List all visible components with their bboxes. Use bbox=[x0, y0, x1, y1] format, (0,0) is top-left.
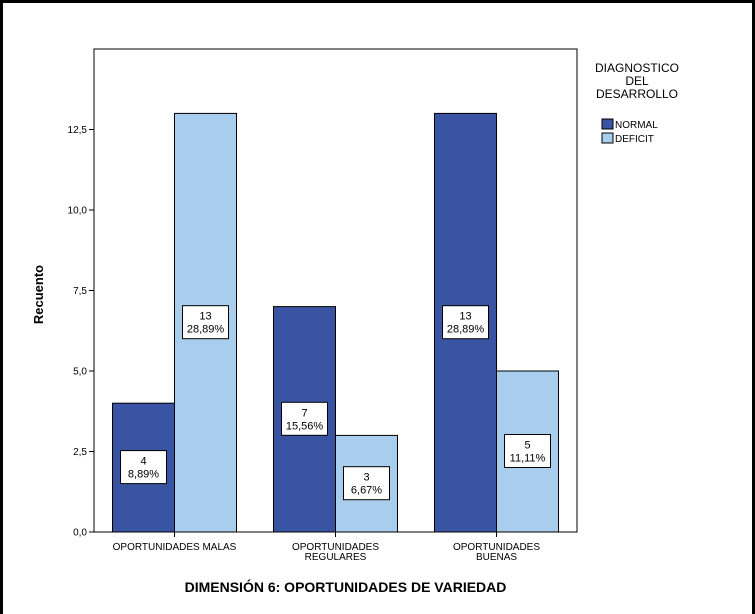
data-label-box bbox=[504, 434, 551, 468]
data-label-percent: 8,89% bbox=[128, 469, 159, 481]
x-tick-label: BUENAS bbox=[476, 552, 517, 563]
data-label-percent: 28,89% bbox=[187, 324, 225, 336]
y-axis: 0,0 2,5 5,0 7,5 10,0 12,5 bbox=[68, 125, 94, 539]
x-tick-label: OPORTUNIDADES bbox=[453, 542, 540, 553]
x-tick-label: REGULARES bbox=[305, 552, 367, 563]
x-tick-label: OPORTUNIDADES MALAS bbox=[113, 542, 237, 553]
data-label-box bbox=[120, 450, 167, 485]
legend-title: DIAGNOSTICO bbox=[595, 61, 679, 75]
data-label: 48,89% bbox=[120, 450, 167, 485]
legend-swatch-deficit bbox=[601, 132, 614, 144]
x-tick-label: OPORTUNIDADES bbox=[292, 542, 379, 553]
y-tick-label: 7,5 bbox=[73, 286, 87, 297]
data-label-percent: 15,56% bbox=[286, 420, 324, 432]
data-label-box bbox=[182, 305, 229, 340]
data-label-box bbox=[442, 305, 489, 340]
data-label: 715,56% bbox=[281, 401, 328, 436]
data-label-percent: 11,11% bbox=[510, 453, 546, 465]
y-tick-label: 10,0 bbox=[68, 206, 88, 217]
data-label-count: 13 bbox=[459, 311, 471, 323]
data-label-count: 13 bbox=[199, 311, 211, 323]
data-label: 511,11% bbox=[504, 434, 551, 468]
x-axis-label: DIMENSIÓN 6: OPORTUNIDADES DE VARIEDAD bbox=[185, 578, 507, 595]
data-label-percent: 28,89% bbox=[447, 324, 485, 336]
y-tick-label: 12,5 bbox=[68, 125, 88, 136]
bars: 48,89%715,56%1328,89%1328,89%36,67%511,1… bbox=[112, 112, 559, 533]
legend-title: DEL bbox=[625, 74, 649, 88]
legend-item-label: NORMAL bbox=[615, 120, 658, 131]
y-tick-label: 5,0 bbox=[73, 367, 87, 378]
legend-swatch-normal bbox=[601, 118, 614, 130]
data-label-count: 3 bbox=[363, 472, 369, 484]
x-axis: OPORTUNIDADES MALAS OPORTUNIDADESREGULARE… bbox=[113, 532, 540, 563]
y-tick-label: 2,5 bbox=[73, 447, 87, 458]
data-label-count: 5 bbox=[524, 440, 530, 452]
data-label-box bbox=[281, 401, 328, 436]
data-label-count: 7 bbox=[301, 407, 307, 419]
data-label-percent: 6,67% bbox=[351, 485, 382, 497]
legend-title: DESARROLLO bbox=[596, 87, 678, 101]
y-tick-label: 0,0 bbox=[73, 528, 87, 539]
data-label: 36,67% bbox=[343, 466, 390, 501]
data-label-box bbox=[343, 466, 390, 501]
legend-item-label: DEFICIT bbox=[615, 134, 654, 145]
data-label-count: 4 bbox=[140, 456, 146, 468]
y-axis-label: Recuento bbox=[31, 265, 46, 324]
